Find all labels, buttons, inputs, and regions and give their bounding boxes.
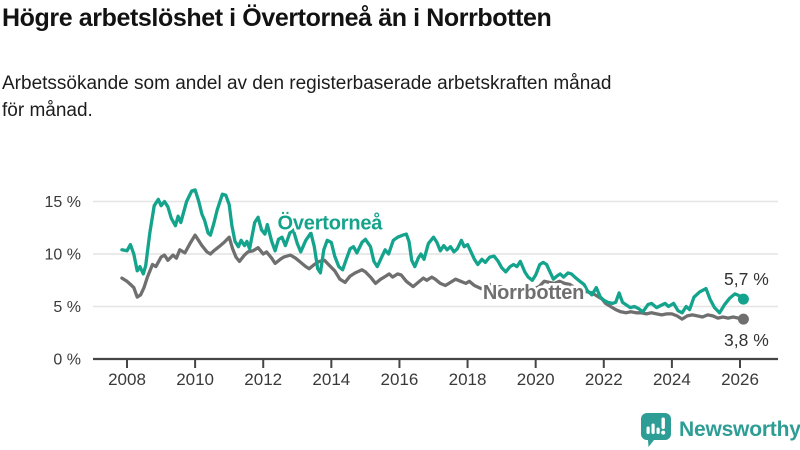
x-axis-label-2014: 2014 — [312, 370, 350, 389]
x-axis-label-2012: 2012 — [244, 370, 282, 389]
x-axis-label-2010: 2010 — [176, 370, 214, 389]
newsworthy-bubble-chart-icon — [641, 413, 671, 447]
x-axis-label-2008: 2008 — [108, 370, 146, 389]
series-end-dot-overtornea — [737, 293, 749, 305]
y-axis-label-15: 15 % — [45, 194, 81, 211]
x-axis-label-2024: 2024 — [653, 370, 691, 389]
newsworthy-logo: Newsworthy — [641, 413, 800, 447]
series-end-value-overtornea: 5,7 % — [724, 269, 769, 289]
series-line-norrbotten — [120, 233, 746, 321]
x-axis-label-2016: 2016 — [381, 370, 419, 389]
x-axis-label-2020: 2020 — [517, 370, 555, 389]
series-label-norrbotten: Norrbotten — [483, 282, 584, 304]
series-end-value-norrbotten: 3,8 % — [724, 330, 769, 350]
page-title: Högre arbetslöshet i Övertorneå än i Nor… — [2, 4, 552, 32]
series-line-overtornea — [120, 188, 746, 315]
newsworthy-wordmark: Newsworthy — [679, 418, 800, 441]
y-axis-label-0: 0 % — [53, 352, 81, 369]
y-axis-label-10: 10 % — [45, 247, 81, 264]
series-label-vertorne: Övertorneå — [278, 211, 384, 234]
y-axis-label-5: 5 % — [53, 299, 81, 316]
series-end-dot-norrbotten — [737, 313, 749, 325]
x-axis-label-2026: 2026 — [721, 370, 759, 389]
x-axis-label-2018: 2018 — [449, 370, 487, 389]
chart-subtitle: Arbetssökande som andel av den registerb… — [2, 73, 612, 121]
x-axis-label-2022: 2022 — [585, 370, 623, 389]
